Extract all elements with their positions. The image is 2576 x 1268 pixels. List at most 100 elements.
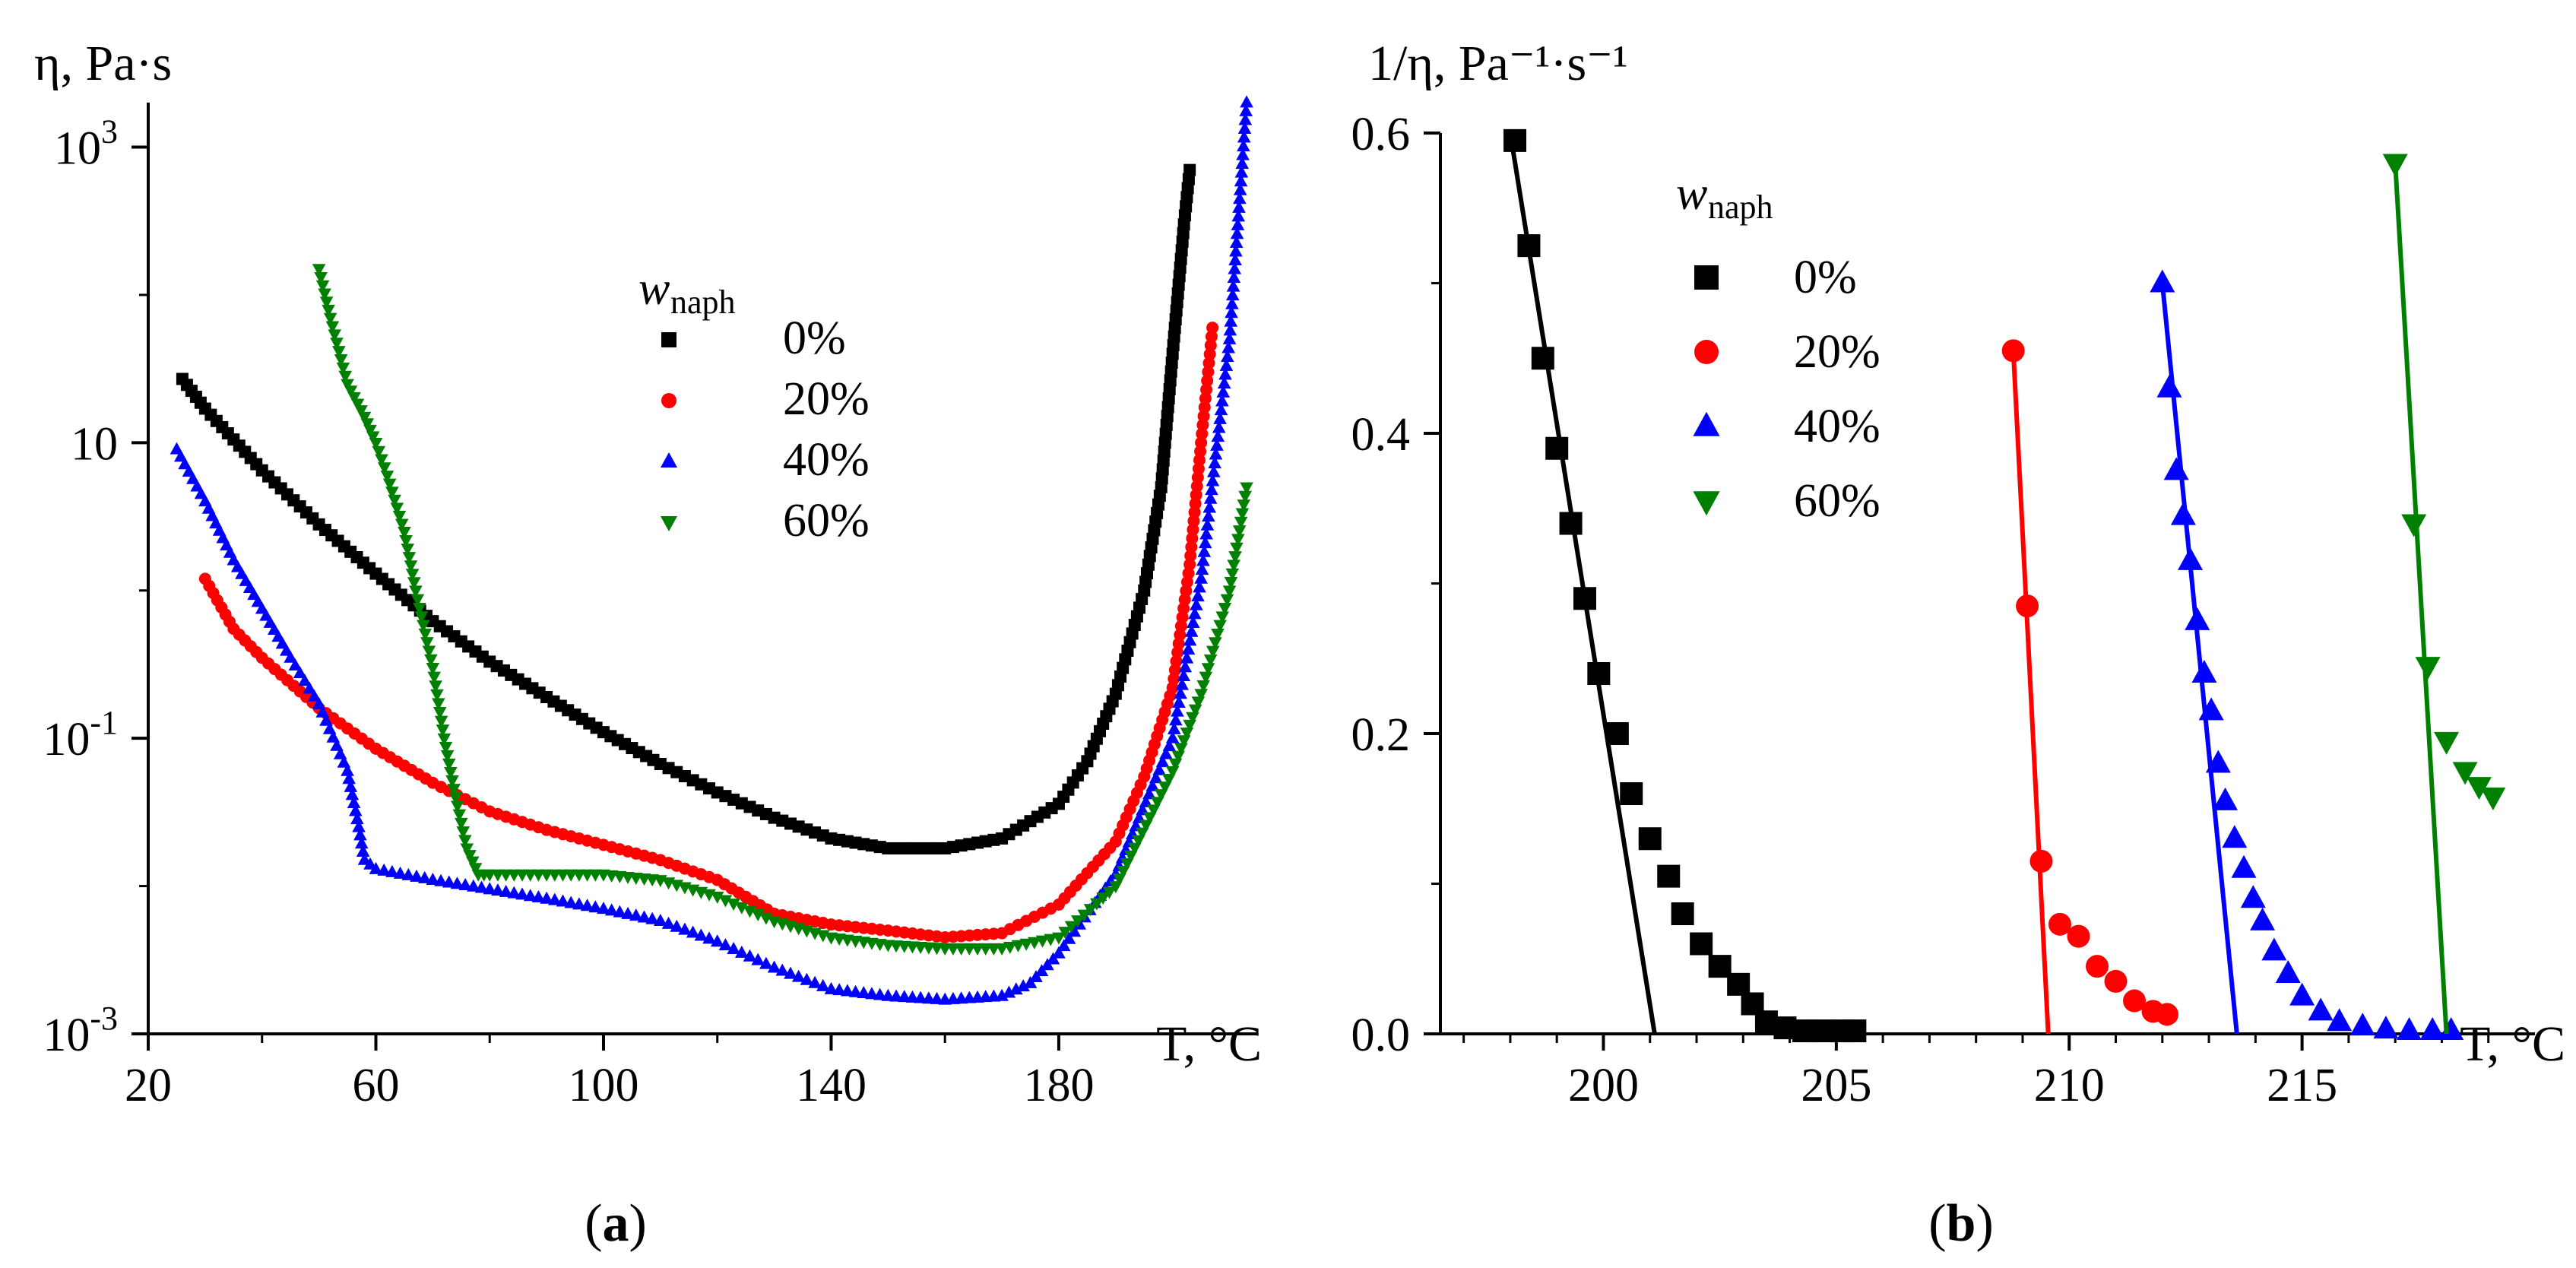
data-point — [348, 804, 363, 816]
data-point — [702, 931, 716, 944]
data-point — [452, 809, 467, 822]
data-point — [1233, 182, 1247, 195]
legend-label: 40% — [1794, 401, 1881, 452]
data-point — [2452, 762, 2478, 785]
data-point — [1234, 165, 1249, 178]
data-point — [352, 819, 366, 832]
data-point — [434, 873, 448, 886]
data-point — [2029, 849, 2053, 873]
data-point — [2104, 969, 2128, 993]
data-point — [2205, 750, 2231, 773]
legend-label: 60% — [1794, 475, 1881, 527]
data-point — [433, 706, 447, 719]
data-point — [380, 471, 394, 483]
data-point — [1009, 982, 1023, 995]
data-point — [2001, 339, 2025, 363]
data-point — [1227, 271, 1241, 284]
data-point — [540, 891, 553, 904]
data-point — [759, 956, 773, 969]
data-point — [1152, 762, 1166, 775]
data-point — [1196, 419, 1209, 432]
data-point — [1225, 568, 1240, 581]
data-point — [424, 654, 438, 667]
data-point — [1200, 383, 1213, 396]
data-point — [1180, 651, 1194, 664]
data-point — [743, 905, 757, 918]
data-point — [1230, 227, 1244, 239]
data-point — [1191, 589, 1205, 602]
y-axis-title: 1/η, Pa⁻¹·s⁻¹ — [1368, 36, 1628, 91]
data-point — [743, 949, 757, 962]
data-point — [2415, 657, 2441, 680]
data-point — [1216, 385, 1231, 398]
data-point — [1545, 436, 1569, 460]
data-point — [417, 870, 432, 883]
data-point — [356, 844, 370, 857]
data-point — [298, 674, 312, 686]
data-point — [515, 887, 529, 900]
data-point — [442, 875, 456, 888]
data-point — [1224, 577, 1238, 590]
series-40pct — [2150, 269, 2464, 1041]
data-point — [1223, 323, 1237, 336]
data-point — [467, 879, 480, 892]
data-point — [354, 405, 368, 418]
data-point — [613, 905, 627, 918]
data-point — [1205, 483, 1218, 496]
data-point — [1204, 339, 1217, 352]
data-point — [2275, 960, 2301, 983]
data-point — [2466, 777, 2492, 800]
data-point — [2213, 787, 2239, 810]
data-point — [645, 911, 659, 924]
data-point — [1234, 174, 1248, 187]
data-point — [2191, 660, 2217, 683]
data-point — [2327, 1008, 2353, 1032]
data-point — [1229, 235, 1244, 248]
data-point — [1067, 924, 1082, 937]
data-point — [1197, 410, 1210, 423]
data-point — [385, 864, 399, 877]
data-point — [429, 680, 442, 693]
data-point — [751, 953, 765, 965]
data-point — [841, 984, 854, 997]
x-axis-title: T, °C — [1156, 1016, 1262, 1072]
y-axis-title: η, Pa·s — [34, 36, 172, 91]
data-point — [1044, 934, 1058, 946]
data-point — [1090, 898, 1104, 911]
data-point — [314, 272, 328, 285]
data-point — [767, 960, 781, 973]
data-point — [588, 900, 603, 913]
data-point — [338, 370, 353, 383]
data-point — [531, 889, 546, 902]
data-point — [1237, 122, 1252, 135]
x-tick-label: 100 — [568, 1060, 638, 1111]
legend-title-sub: naph — [1708, 189, 1773, 226]
data-point — [1052, 932, 1066, 945]
data-point — [2150, 269, 2175, 293]
data-point — [372, 445, 386, 458]
data-point — [1234, 516, 1248, 529]
data-point — [342, 772, 356, 785]
data-point — [1638, 827, 1662, 851]
x-tick-label: 210 — [2034, 1060, 2105, 1111]
data-point — [369, 437, 383, 450]
data-point — [2382, 154, 2408, 177]
data-point — [420, 637, 434, 650]
data-point — [1203, 347, 1216, 360]
data-point — [1235, 508, 1250, 521]
data-point — [303, 681, 316, 694]
data-point — [454, 817, 468, 830]
data-point — [2397, 1017, 2422, 1041]
legend-b: w naph 0% 20% 40% 60% — [1676, 168, 1881, 527]
data-point — [1181, 642, 1196, 655]
caption-a: (a) — [585, 1194, 647, 1253]
data-point — [1605, 722, 1629, 745]
data-point — [930, 991, 944, 1004]
data-point — [2231, 854, 2257, 878]
data-point — [1196, 427, 1209, 440]
data-point — [1058, 927, 1073, 940]
data-point — [385, 487, 399, 499]
data-point — [1225, 306, 1238, 319]
data-point — [1102, 886, 1117, 899]
data-point — [434, 715, 448, 728]
